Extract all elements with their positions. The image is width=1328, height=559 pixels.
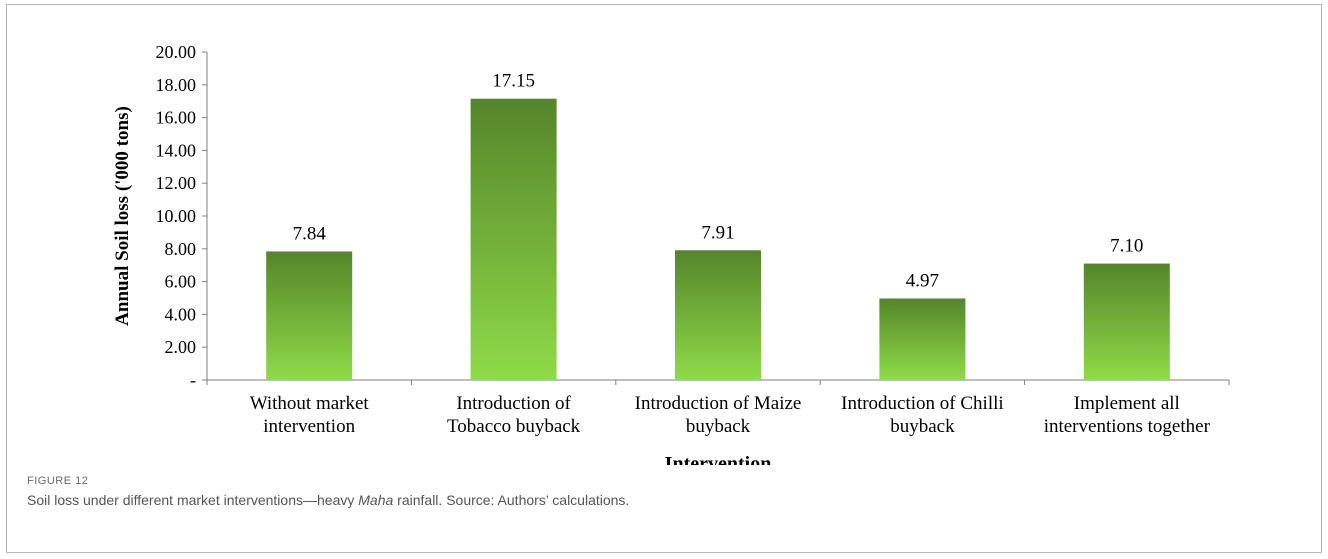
y-tick-label: 10.00: [156, 206, 197, 226]
y-tick-label: 8.00: [165, 239, 197, 259]
caption-text-italic: Maha: [358, 492, 394, 508]
x-tick-label: Without market: [250, 393, 370, 414]
caption-text-before: Soil loss under different market interve…: [27, 492, 359, 508]
y-tick-label: 4.00: [165, 304, 197, 324]
y-axis-title: Annual Soil loss ('000 tons): [112, 106, 133, 326]
data-label: 7.91: [701, 222, 734, 243]
y-tick-label: 12.00: [156, 173, 197, 193]
data-label: 7.84: [293, 223, 327, 244]
y-tick-label: 6.00: [165, 272, 197, 292]
x-axis-title: Intervention: [665, 453, 772, 465]
x-tick-label: Tobacco buyback: [447, 416, 581, 437]
bar: [675, 250, 761, 380]
data-label: 4.97: [906, 270, 939, 291]
x-tick-label: Introduction of Maize: [635, 393, 802, 414]
x-tick-label: Introduction of: [456, 393, 571, 414]
bar-chart: - 2.00 4.00 6.00 8.00 10.00 12.00 14.00 16.00 18.…: [112, 42, 1230, 465]
data-label: 17.15: [492, 71, 535, 92]
y-tick-label: 20.00: [156, 42, 197, 62]
data-label: 7.10: [1110, 236, 1143, 257]
y-tick-label: -: [190, 370, 196, 390]
x-tick-label: Introduction of Chilli: [841, 393, 1004, 414]
x-tick-label: Implement all: [1074, 393, 1180, 414]
x-tick-label: buyback: [686, 416, 751, 437]
y-tick-label: 16.00: [156, 108, 197, 128]
bar: [1083, 263, 1170, 380]
bar: [266, 251, 353, 380]
figure-frame: - 2.00 4.00 6.00 8.00 10.00 12.00 14.00 16.00 18.…: [6, 4, 1322, 553]
y-tick-label: 2.00: [165, 337, 197, 357]
bar: [470, 98, 557, 381]
figure-caption: Soil loss under different market interve…: [27, 492, 629, 508]
caption-text-after: rainfall. Source: Authors’ calculations.: [393, 492, 630, 508]
bar: [879, 298, 966, 380]
x-tick-label: interventions together: [1044, 416, 1211, 437]
x-tick-label: intervention: [263, 416, 355, 437]
x-tick-label: buyback: [890, 416, 955, 437]
figure-label: FIGURE 12: [27, 475, 89, 487]
y-tick-label: 14.00: [156, 140, 197, 160]
y-tick-label: 18.00: [156, 75, 197, 95]
